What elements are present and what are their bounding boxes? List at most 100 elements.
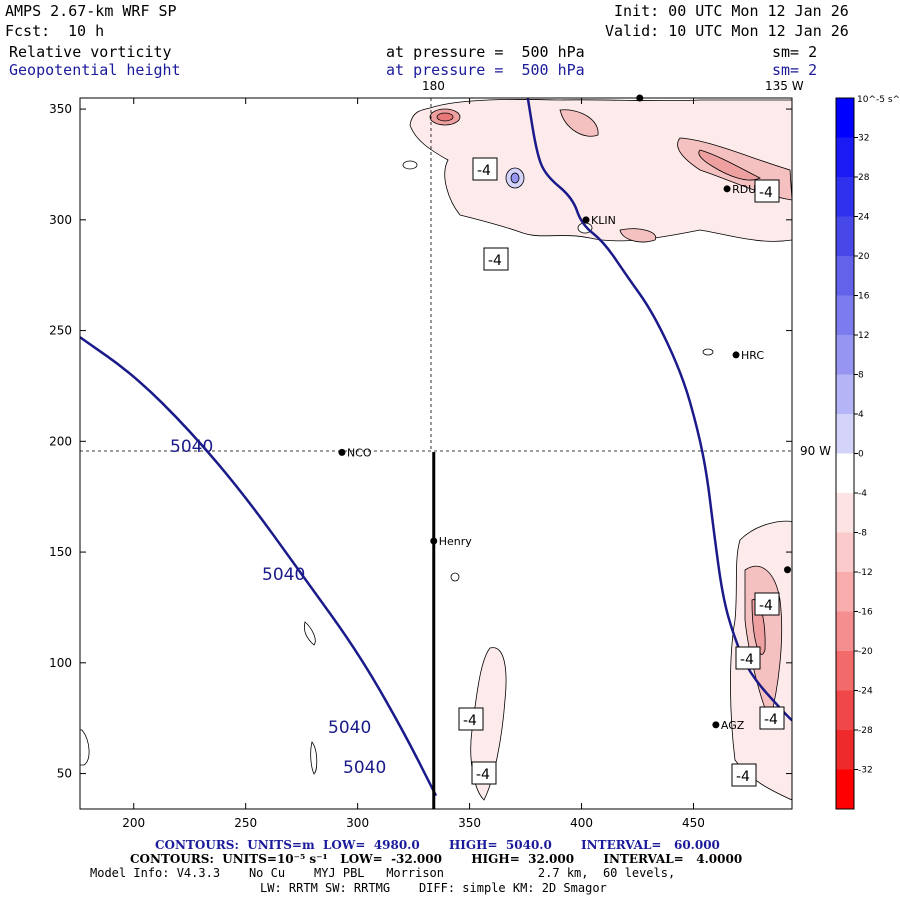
station-label: AGZ: [721, 719, 745, 732]
footer-contours-vorticity: CONTOURS: UNITS=10⁻⁵ s⁻¹ LOW= -32.000 HI…: [130, 852, 743, 866]
x-tick-label: 450: [682, 816, 705, 830]
vort-label: -4: [472, 157, 498, 181]
vort-label: -4: [754, 179, 780, 203]
y-tick-label: 150: [49, 545, 72, 559]
station-label: KLIN: [591, 214, 616, 227]
colorbar-segment: [836, 493, 854, 533]
colorbar-label: -4: [858, 489, 867, 499]
svg-text:-4: -4: [759, 598, 773, 614]
colorbar-segment: [836, 414, 854, 454]
colorbar-label: -28: [858, 726, 873, 736]
height-labels: 5040 5040 5040 5040: [170, 437, 386, 778]
field1-name: Relative vorticity: [9, 43, 172, 61]
vort-area-ne-patch: [559, 109, 599, 137]
height-label: 5040: [328, 718, 371, 738]
vort-label: -4: [483, 247, 509, 271]
station-dot: [723, 185, 731, 193]
y-tick-label: 350: [49, 102, 72, 116]
forecast-hours: 10 h: [68, 22, 105, 40]
colorbar-segment: [836, 730, 854, 770]
station-markers: NCO Henry KLIN RDU HRC AGZ: [338, 94, 792, 732]
x-tick-label: 300: [346, 816, 369, 830]
height-label: 5040: [262, 565, 305, 585]
colorbar-label: -8: [858, 529, 867, 539]
station-label: RDU: [732, 183, 756, 196]
colorbar-label: -16: [858, 608, 873, 618]
colorbar-segment: [836, 611, 854, 652]
plot-frame: [79, 97, 793, 810]
footer-model-info: Model Info: V4.3.3 No Cu MYJ PBL Morriso…: [90, 866, 676, 880]
colorbar-label: 28: [858, 173, 870, 183]
footer-physics: LW: RRTM SW: RRTMG DIFF: simple KM: 2D S…: [260, 881, 607, 895]
field1-level: at pressure = 500 hPa: [386, 43, 585, 61]
vorticity-labels: -4 -4 -4 -4 -4 -4 -4 -4 -4: [458, 157, 785, 787]
x-tick-label: 250: [234, 816, 257, 830]
colorbar-label: 8: [858, 371, 864, 381]
colorbar-label: 0: [858, 450, 864, 460]
vort-area-n-patch2: [619, 228, 657, 243]
colorbar-label: 12: [858, 331, 869, 341]
station-label: HRC: [741, 349, 764, 362]
svg-text:-4: -4: [477, 163, 491, 179]
field2-level: at pressure = 500 hPa: [386, 61, 585, 79]
valid-time: Valid: 10 UTC Mon 12 Jan 26: [605, 22, 849, 40]
vort-area-north-strong: [698, 149, 761, 181]
svg-text:-4: -4: [463, 713, 477, 729]
colorbar-segment: [836, 374, 854, 415]
vort-label: -4: [458, 707, 484, 731]
colorbar-label: -32: [858, 766, 873, 776]
y-tick-label: 100: [49, 656, 72, 670]
svg-text:-4: -4: [488, 253, 502, 269]
height-contour-5040: [526, 98, 792, 722]
svg-text:-4: -4: [736, 769, 750, 785]
colorbar-segment: [836, 256, 854, 296]
field2-name: Geopotential height: [9, 61, 181, 79]
y-tick-label: 250: [49, 324, 72, 338]
height-contour-5040: [80, 336, 438, 797]
init-time: Init: 00 UTC Mon 12 Jan 26: [614, 2, 849, 20]
svg-text:-4: -4: [759, 185, 773, 201]
colorbar-label: -24: [858, 687, 873, 697]
colorbar-segment: [836, 137, 854, 178]
y-tick-label: 200: [49, 434, 72, 448]
svg-text:-4: -4: [740, 652, 754, 668]
label-180: 180: [422, 79, 445, 93]
station-dot: [338, 448, 346, 456]
height-label: 5040: [343, 758, 386, 778]
station-label: Henry: [439, 535, 473, 548]
colorbar-segment: [836, 769, 854, 810]
station-dot: [784, 566, 792, 574]
colorbar-segment: [836, 98, 854, 138]
station-dot: [430, 537, 438, 545]
colorbar-label: 24: [858, 213, 870, 223]
colorbar-label: 20: [858, 252, 870, 262]
geopotential-contours: [80, 98, 792, 797]
model-title: AMPS 2.67-km WRF SP: [5, 2, 177, 20]
station-dot: [712, 721, 720, 729]
colorbar-segment: [836, 572, 854, 612]
footer-contours-height: CONTOURS: UNITS=m LOW= 4980.0 HIGH= 5040…: [155, 838, 720, 852]
vort-label: -4: [735, 646, 761, 670]
x-tick-label: 400: [570, 816, 593, 830]
x-tick-label: 350: [458, 816, 481, 830]
y-tick-label: 50: [57, 767, 72, 781]
colorbar-segment: [836, 532, 854, 573]
label-135w: 135 W: [765, 79, 804, 93]
y-tick-label: 300: [49, 213, 72, 227]
colorbar-label: -12: [858, 568, 873, 578]
vort-label: -4: [731, 763, 757, 787]
forecast-label: Fcst:: [5, 22, 51, 40]
colorbar: 32 28 24 20 16 12 8 4 0 -4 -8 -12 -16 -20 -24 -28 -32: [835, 97, 873, 810]
vort-label: -4: [754, 592, 780, 616]
colorbar-label: -20: [858, 647, 873, 657]
colorbar-segment: [836, 690, 854, 731]
station-label: NCO: [347, 446, 372, 459]
height-label: 5040: [170, 437, 213, 457]
colorbar-label: 16: [858, 292, 870, 302]
colorbar-segment: [836, 216, 854, 257]
field1-smoothing: sm= 2: [772, 43, 818, 61]
colorbar-segment: [836, 335, 854, 375]
label-90w: 90 W: [800, 444, 831, 458]
colorbar-segment: [836, 651, 854, 691]
